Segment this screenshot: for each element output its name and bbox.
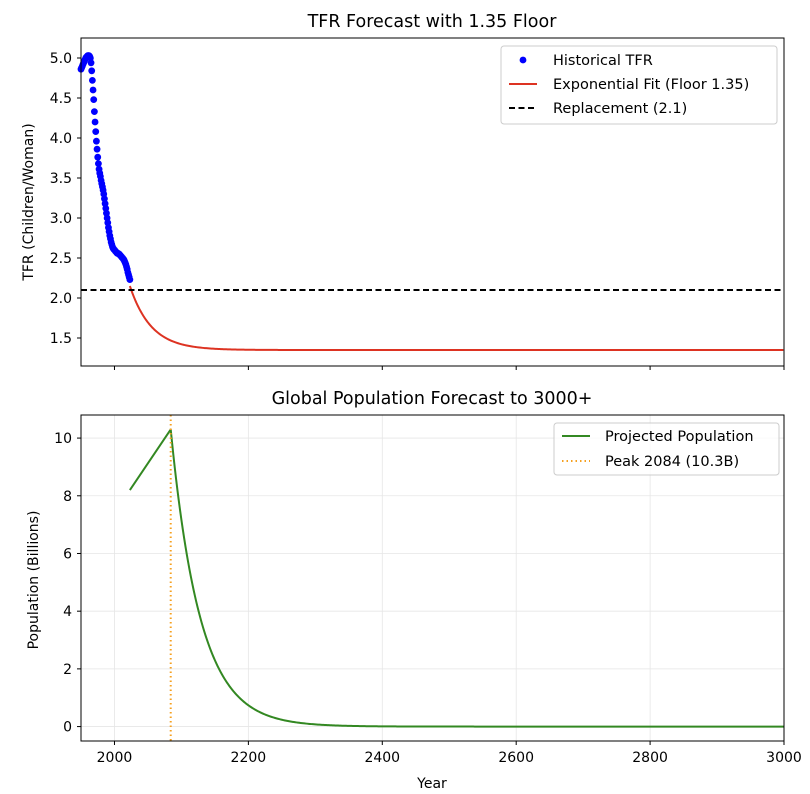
- historical-tfr-point-25: [94, 153, 102, 161]
- tfr-y-tick-label-2: 2.5: [50, 251, 72, 267]
- historical-tfr-point-17: [88, 77, 96, 84]
- historical-tfr-point-73: [126, 276, 134, 283]
- population-y-tick-label-0: 0: [63, 720, 72, 736]
- historical-tfr-point-22: [92, 128, 100, 136]
- population-legend: Projected Population Peak 2084 (10.3B): [553, 422, 780, 476]
- tfr-legend: Historical TFR Exponential Fit (Floor 1.…: [500, 45, 778, 125]
- historical-tfr-point-19: [90, 96, 98, 103]
- tfr-y-tick-label-3: 3.0: [50, 211, 72, 227]
- population-x-tick-label-3: 2600: [498, 750, 534, 766]
- historical-tfr-point-21: [91, 118, 99, 126]
- population-legend-projected-label: Projected Population: [605, 429, 754, 445]
- population-legend-box: [553, 422, 780, 476]
- population-x-ticks: 2000 2200 2400 2600 2800 3000: [97, 741, 802, 766]
- tfr-legend-replacement-label: Replacement (2.1): [553, 101, 687, 117]
- tfr-chart: TFR Forecast with 1.35 Floor 1.5 2.0 2.5 3.…: [21, 12, 785, 370]
- historical-tfr-point-24: [93, 145, 101, 153]
- population-x-axis-label: Year: [416, 776, 447, 792]
- population-chart: Global Population Forecast to 3000+ 0 2 4 6…: [26, 389, 802, 792]
- tfr-y-tick-label-4: 3.5: [50, 171, 72, 187]
- tfr-chart-title: TFR Forecast with 1.35 Floor: [307, 12, 558, 32]
- population-y-axis-label: Population (Billions): [26, 511, 42, 650]
- tfr-y-tick-label-6: 4.5: [50, 91, 72, 107]
- tfr-legend-historical-marker: [519, 56, 527, 64]
- population-x-tick-label-0: 2000: [97, 750, 133, 766]
- population-chart-title: Global Population Forecast to 3000+: [272, 389, 593, 409]
- population-y-tick-label-2: 4: [63, 604, 72, 620]
- historical-tfr-point-23: [92, 137, 100, 145]
- population-y-tick-label-3: 6: [63, 546, 72, 562]
- population-y-tick-label-5: 10: [54, 431, 72, 447]
- tfr-y-tick-label-7: 5.0: [50, 51, 72, 67]
- population-plot-frame: [80, 414, 785, 742]
- population-x-tick-label-1: 2200: [231, 750, 267, 766]
- tfr-x-ticks: [113, 366, 785, 370]
- population-y-tick-label-1: 2: [63, 662, 72, 678]
- historical-tfr-point-20: [90, 108, 98, 115]
- population-legend-peak-label: Peak 2084 (10.3B): [605, 454, 739, 470]
- tfr-y-tick-label-0: 1.5: [50, 331, 72, 347]
- historical-tfr-point-26: [95, 160, 102, 168]
- tfr-y-tick-label-1: 2.0: [50, 291, 72, 307]
- exponential-fit-line: [128, 285, 784, 351]
- tfr-legend-historical-label: Historical TFR: [553, 53, 653, 69]
- population-y-tick-label-4: 8: [63, 489, 72, 505]
- tfr-series-0-points: [77, 52, 134, 283]
- historical-tfr-point-16: [88, 67, 96, 75]
- projected-population-line: [129, 428, 784, 728]
- tfr-legend-box: [500, 45, 778, 125]
- tfr-y-ticks: 1.5 2.0 2.5 3.0 3.5 4.0 4.5 5.0: [50, 51, 81, 347]
- population-x-tick-label-5: 3000: [766, 750, 802, 766]
- tfr-plot-frame: [80, 37, 785, 367]
- tfr-legend-fit-label: Exponential Fit (Floor 1.35): [553, 77, 749, 93]
- population-x-tick-label-4: 2800: [632, 750, 668, 766]
- historical-tfr-point-18: [89, 86, 97, 94]
- population-plot-marks: [129, 415, 784, 741]
- historical-tfr-point-15: [87, 59, 95, 67]
- population-y-ticks: 0 2 4 6 8 10: [54, 431, 81, 736]
- tfr-y-axis-label: TFR (Children/Woman): [21, 123, 37, 281]
- tfr-plot-marks: [77, 52, 784, 351]
- population-x-tick-label-2: 2400: [364, 750, 400, 766]
- tfr-y-tick-label-5: 4.0: [50, 131, 72, 147]
